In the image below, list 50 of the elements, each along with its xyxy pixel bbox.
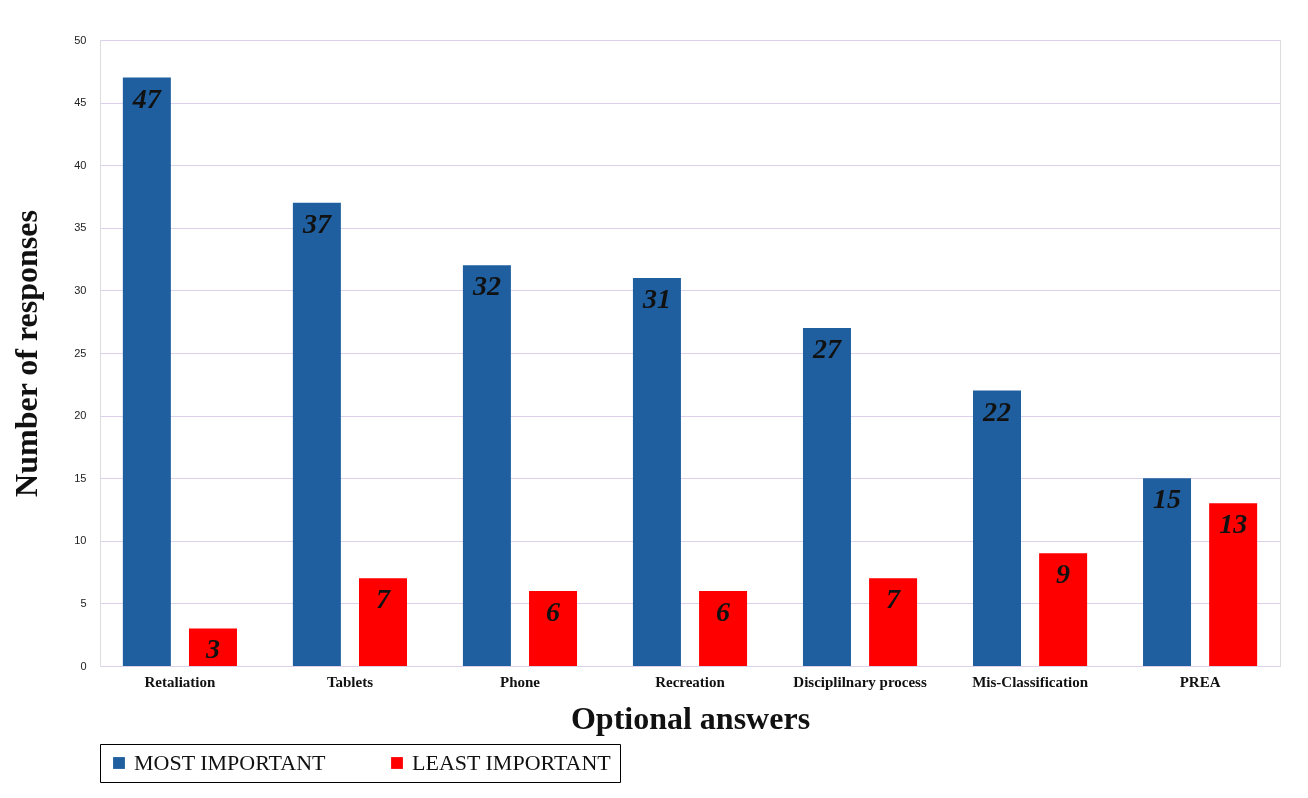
legend-label: LEAST IMPORTANT: [412, 750, 612, 775]
data-label: 6: [716, 595, 731, 627]
bar: [188, 628, 237, 666]
y-tick-label: 35: [74, 221, 87, 234]
y-tick-label: 5: [80, 596, 87, 609]
x-tick-label: Mis-Classification: [972, 673, 1089, 690]
y-tick-label: 45: [74, 96, 87, 109]
data-label: 27: [811, 332, 842, 364]
data-label: 7: [376, 583, 391, 615]
bar: [632, 277, 681, 666]
x-tick-label: Disciplilnary process: [793, 673, 927, 690]
x-tick-label: Retaliation: [144, 673, 216, 690]
y-tick-label: 50: [74, 33, 87, 46]
x-tick-label: PREA: [1179, 673, 1221, 690]
x-tick-label: Recreation: [655, 673, 726, 690]
bar: [1039, 553, 1088, 666]
data-label: 37: [301, 207, 332, 239]
x-tick-label: Tablets: [326, 673, 374, 690]
bar: [292, 202, 341, 666]
y-tick-label: 10: [74, 534, 87, 547]
data-label: 13: [1219, 508, 1248, 540]
bar: [699, 590, 748, 666]
bar: [1143, 478, 1192, 666]
y-tick-label: 25: [74, 346, 87, 359]
data-label: 15: [1153, 483, 1182, 515]
data-label: 6: [546, 595, 561, 627]
data-label: 47: [131, 82, 162, 114]
data-label: 3: [204, 633, 220, 665]
y-tick-label: 0: [80, 659, 87, 672]
data-label: 7: [886, 583, 902, 615]
y-tick-label: 40: [74, 158, 87, 171]
bar: [869, 578, 918, 666]
data-label: 32: [471, 270, 501, 302]
bar: [1209, 503, 1258, 666]
y-tick-label: 15: [74, 471, 87, 484]
data-label: 9: [1056, 558, 1071, 590]
legend-label: MOST IMPORTANT: [134, 750, 327, 775]
x-axis-title: Optional answers: [570, 699, 811, 736]
y-tick-label: 20: [74, 409, 87, 422]
bar: [802, 327, 851, 666]
bar: [462, 265, 511, 666]
y-axis-title: Number of responses: [8, 210, 45, 497]
bar: [359, 578, 407, 666]
data-label: 31: [641, 282, 671, 314]
y-tick-label: 30: [74, 283, 87, 296]
bar: [973, 390, 1021, 666]
data-label: 22: [982, 395, 1011, 427]
x-tick-label: Phone: [499, 673, 541, 690]
bar: [529, 590, 578, 666]
bar: [122, 77, 171, 666]
